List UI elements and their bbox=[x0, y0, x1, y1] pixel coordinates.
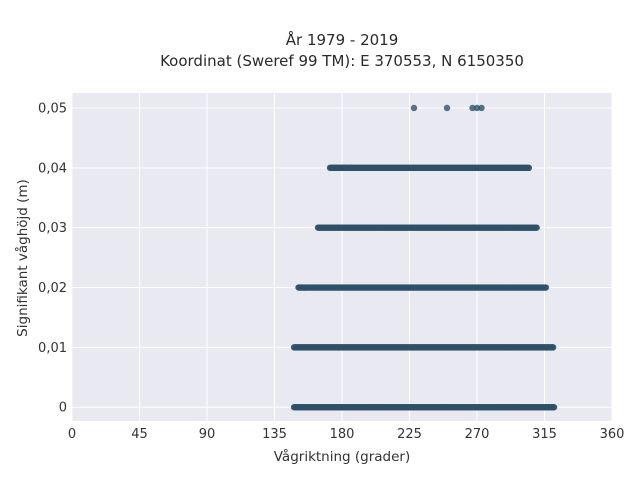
x-tick-label: 135 bbox=[262, 427, 287, 442]
chart-title-line-2: Koordinat (Sweref 99 TM): E 370553, N 61… bbox=[160, 52, 524, 70]
data-point bbox=[332, 164, 340, 172]
data-point bbox=[301, 284, 308, 291]
x-tick-label: 90 bbox=[199, 427, 216, 442]
y-tick-label: 0,03 bbox=[38, 221, 67, 236]
data-point bbox=[340, 164, 347, 172]
chart-title-line-1: År 1979 - 2019 bbox=[286, 30, 399, 49]
y-tick-label: 0,05 bbox=[38, 101, 67, 116]
data-point bbox=[533, 224, 540, 231]
data-point bbox=[478, 104, 485, 112]
data-point bbox=[347, 164, 355, 172]
data-point bbox=[525, 164, 533, 172]
data-point bbox=[542, 284, 550, 291]
chart-title: År 1979 - 2019 Koordinat (Sweref 99 TM):… bbox=[160, 30, 524, 70]
data-point bbox=[410, 104, 418, 112]
x-axis-label: Vågriktning (grader) bbox=[274, 448, 411, 465]
data-point bbox=[550, 404, 558, 411]
data-point bbox=[443, 104, 451, 112]
x-tick-label: 180 bbox=[330, 427, 355, 442]
x-tick-label: 270 bbox=[465, 427, 490, 442]
y-tick-label: 0,04 bbox=[38, 161, 67, 176]
data-point bbox=[473, 104, 481, 112]
data-point bbox=[550, 344, 557, 351]
x-tick-label: 45 bbox=[131, 427, 148, 442]
y-axis-ticks: 0 0,01 0,02 0,03 0,04 0,05 bbox=[38, 101, 67, 415]
y-tick-label: 0,02 bbox=[38, 281, 67, 296]
data-point bbox=[469, 104, 476, 112]
data-points bbox=[290, 104, 558, 411]
x-tick-label: 225 bbox=[397, 427, 422, 442]
y-axis-label: Signifikant våghöjd (m) bbox=[14, 179, 31, 337]
x-axis-ticks: 0 45 90 135 180 225 270 315 360 bbox=[68, 427, 625, 442]
y-tick-label: 0,01 bbox=[38, 341, 67, 356]
x-tick-label: 360 bbox=[600, 427, 625, 442]
x-tick-label: 0 bbox=[68, 427, 76, 442]
x-tick-label: 315 bbox=[532, 427, 557, 442]
y-tick-label: 0 bbox=[59, 401, 67, 416]
